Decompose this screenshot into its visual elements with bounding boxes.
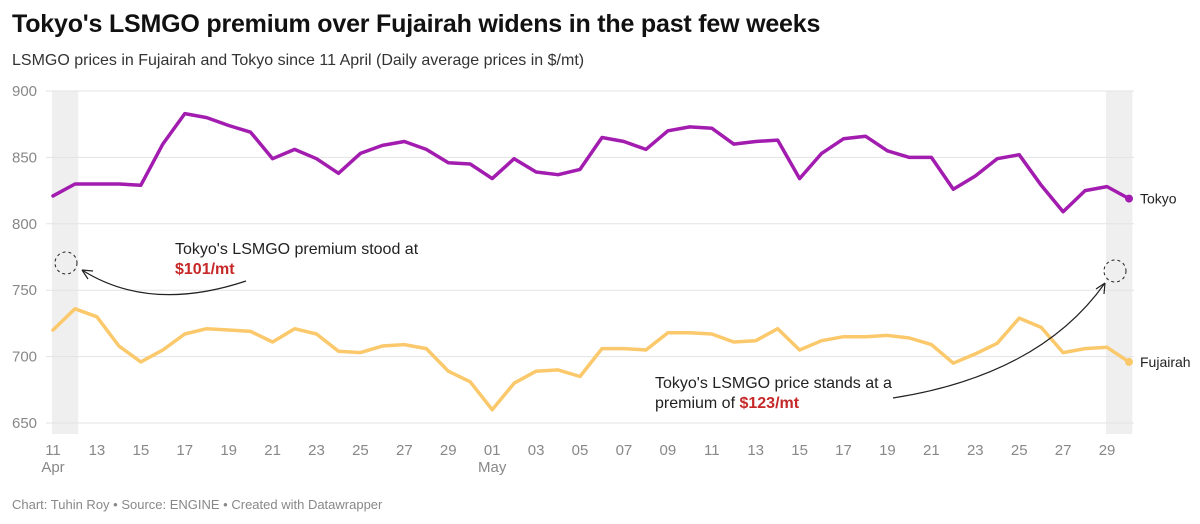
- x-tick-label: 27: [396, 442, 413, 459]
- x-tick-label: 11: [704, 442, 720, 459]
- x-tick-label: 21: [923, 442, 940, 459]
- annotation-left-value: $101/mt: [175, 261, 235, 278]
- x-tick-label: 27: [1055, 442, 1072, 459]
- x-tick-label: 15: [132, 442, 149, 459]
- x-tick-label: 05: [572, 442, 589, 459]
- x-tick-label: 07: [616, 442, 633, 459]
- x-tick-label: 23: [308, 442, 325, 459]
- y-tick-label: 750: [12, 282, 37, 299]
- annotation-right-text: Tokyo's LSMGO price stands at a: [655, 375, 892, 392]
- annotation-right-arrowhead: [1095, 282, 1106, 295]
- annotation-right-prefix: premium of: [655, 395, 739, 412]
- annotation-right-line2: premium of $123/mt: [655, 395, 800, 412]
- x-tick-label: 25: [352, 442, 369, 459]
- annotation-left-arrow: [81, 269, 247, 296]
- x-tick-label: 17: [835, 442, 852, 459]
- highlight-band-2: [1105, 91, 1133, 434]
- annotation-left-text: Tokyo's LSMGO premium stood at: [175, 241, 419, 258]
- x-tick-label: 19: [220, 442, 237, 459]
- annotation-left-arrowhead: [81, 269, 94, 280]
- chart-subtitle: LSMGO prices in Fujairah and Tokyo since…: [12, 52, 585, 69]
- x-tick-label: 13: [89, 442, 106, 459]
- x-tick-sublabel: May: [478, 459, 507, 476]
- series-endpoint-fujairah: [1125, 357, 1133, 366]
- highlight-band-1: [51, 91, 79, 434]
- x-tick-label: 21: [264, 442, 281, 459]
- y-tick-label: 650: [12, 415, 37, 432]
- x-tick-label: 29: [440, 442, 457, 459]
- annotation-right-arrow: [892, 282, 1106, 399]
- x-tick-label: 13: [747, 442, 764, 459]
- annotation-left-marker: [54, 251, 78, 275]
- x-tick-label: 29: [1099, 442, 1116, 459]
- x-tick-label: 01: [484, 442, 501, 459]
- x-tick-label: 15: [791, 442, 808, 459]
- series-endpoint-tokyo: [1125, 194, 1133, 203]
- y-tick-label: 700: [12, 349, 37, 366]
- series-label-tokyo: Tokyo: [1140, 191, 1177, 207]
- chart-title: Tokyo's LSMGO premium over Fujairah wide…: [12, 10, 821, 38]
- series-line-fujairah: [51, 307, 1131, 412]
- x-tick-label: 11: [45, 442, 61, 459]
- x-tick-label: 19: [879, 442, 896, 459]
- series-label-fujairah: Fujairah: [1140, 354, 1191, 370]
- x-tick-sublabel: Apr: [41, 459, 64, 476]
- x-tick-label: 25: [1011, 442, 1028, 459]
- annotation-right-marker: [1103, 259, 1127, 283]
- x-tick-label: 09: [660, 442, 677, 459]
- x-tick-label: 23: [967, 442, 984, 459]
- x-tick-label: 03: [528, 442, 545, 459]
- series-line-tokyo: [51, 111, 1131, 214]
- annotation-right-value: $123/mt: [739, 395, 799, 412]
- chart-footer: Chart: Tuhin Roy • Source: ENGINE • Crea…: [12, 497, 383, 512]
- x-tick-label: 17: [176, 442, 193, 459]
- y-tick-label: 850: [12, 149, 37, 166]
- y-tick-label: 900: [12, 83, 37, 100]
- y-tick-label: 800: [12, 216, 37, 233]
